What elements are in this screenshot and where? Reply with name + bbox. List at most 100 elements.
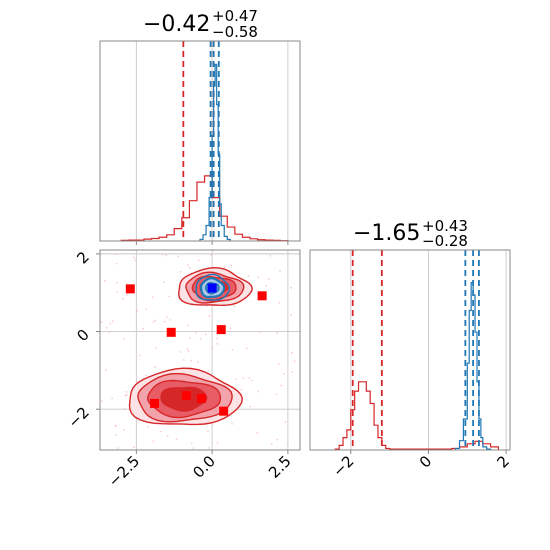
sample-point: [163, 320, 166, 323]
sample-point: [231, 348, 234, 351]
xtick-label-joint-0: −2.5: [105, 452, 143, 490]
sample-point: [154, 319, 157, 322]
sample-point: [106, 326, 108, 329]
sample-point: [290, 351, 293, 354]
sample-point: [186, 348, 189, 351]
sample-point: [163, 280, 166, 283]
sample-point: [216, 337, 219, 340]
sample-point: [160, 430, 162, 433]
sample-point: [279, 270, 281, 272]
sample-point: [122, 297, 124, 300]
xtick-label-right-2: 2: [493, 452, 512, 471]
sample-point: [265, 284, 267, 287]
title-param2-value: −1.65: [353, 221, 420, 246]
sample-point: [247, 275, 250, 278]
xtick-label-joint-2: 2.5: [265, 452, 295, 482]
sample-point: [135, 380, 138, 383]
title-param2: −1.65 +0.43 −0.28: [353, 217, 468, 250]
sample-point: [100, 400, 103, 403]
sample-point: [204, 333, 207, 336]
sample-point: [151, 296, 154, 299]
sample-point: [124, 407, 126, 410]
sample-point: [116, 447, 119, 450]
sample-point: [192, 447, 195, 449]
sample-point: [283, 372, 285, 375]
sample-point: [276, 438, 279, 441]
ytick-label-joint-1: 0: [73, 326, 92, 345]
title-param2-minus: −0.28: [422, 232, 468, 250]
sample-point: [197, 361, 199, 364]
sample-point: [146, 425, 149, 428]
panel-hist-param1: [99, 40, 301, 245]
sample-point: [189, 336, 192, 339]
sample-point: [267, 278, 270, 281]
sample-point: [111, 320, 114, 323]
sample-point: [100, 321, 103, 323]
sample-point: [291, 370, 294, 373]
sample-point: [142, 327, 144, 330]
sample-point: [187, 324, 189, 327]
sample-point: [276, 332, 279, 335]
sample-point: [126, 293, 129, 296]
sample-point: [152, 320, 155, 323]
sample-point: [290, 286, 293, 289]
frame-hist-param1: [99, 40, 301, 242]
sample-point: [230, 264, 233, 267]
sample-point: [155, 346, 157, 349]
sample-point: [175, 438, 178, 441]
sample-point: [229, 327, 232, 330]
sample-point: [139, 354, 141, 357]
sample-point: [115, 434, 117, 437]
sample-point: [105, 369, 107, 371]
title-param1: −0.42 +0.47 −0.58: [143, 7, 258, 41]
title-param1-minus: −0.58: [212, 23, 258, 41]
title-param2-plus: +0.43: [422, 217, 468, 235]
title-param1-plus: +0.47: [212, 7, 258, 25]
sample-point: [115, 253, 118, 256]
title-param1-value: −0.42: [143, 12, 210, 37]
sample-point: [210, 253, 212, 256]
marker-1: [257, 291, 267, 301]
sample-point: [293, 360, 296, 362]
marker-7: [219, 406, 229, 416]
sample-point: [124, 394, 127, 397]
sample-point: [116, 291, 119, 294]
sample-point: [189, 267, 191, 269]
sample-point: [235, 378, 238, 381]
sample-point: [280, 384, 283, 387]
sample-point: [208, 447, 210, 449]
hist-param2-blue: [455, 282, 492, 450]
hist-param1-red: [120, 175, 289, 242]
sample-point: [197, 259, 200, 262]
sample-point: [259, 331, 262, 334]
sample-point: [248, 377, 251, 379]
sample-point: [187, 264, 189, 266]
sample-point: [190, 442, 193, 445]
sample-point: [134, 259, 137, 261]
frame-hist-param2: [309, 249, 511, 451]
sample-point: [269, 254, 272, 257]
sample-point: [166, 435, 169, 437]
sample-point: [177, 255, 179, 258]
sample-point: [242, 376, 245, 379]
sample-point: [278, 301, 281, 304]
sample-point: [290, 314, 292, 316]
sample-point: [277, 362, 280, 365]
hist-param1-blue: [199, 63, 231, 241]
truth-marker: [207, 283, 217, 293]
marker-4: [150, 398, 160, 408]
sample-point: [132, 256, 135, 259]
sample-point: [116, 281, 118, 284]
panel-joint: −2.5 0.0 2.5 2 0 −2: [64, 248, 301, 491]
contour-blue-outline: [200, 277, 226, 299]
sample-point: [211, 346, 213, 349]
sample-point: [216, 442, 219, 444]
sample-point: [257, 276, 260, 279]
sample-point: [199, 337, 202, 340]
marker-6: [197, 393, 207, 403]
sample-point: [152, 440, 155, 443]
sample-point: [115, 262, 118, 265]
sample-point: [179, 270, 182, 273]
frame-joint: [99, 249, 301, 451]
